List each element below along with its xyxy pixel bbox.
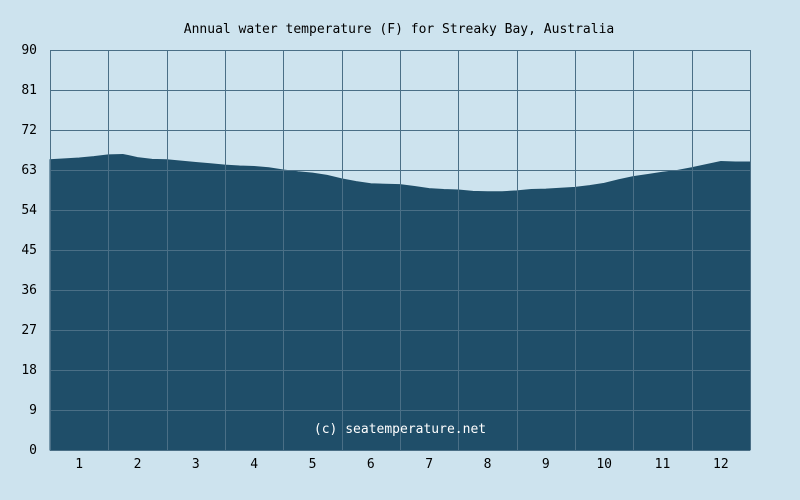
grid-layer [50, 50, 751, 451]
y-tick-label: 27 [21, 323, 37, 338]
x-tick-label: 4 [250, 457, 258, 472]
y-tick-label: 45 [21, 243, 37, 258]
x-tick-label: 12 [713, 457, 729, 472]
x-tick-label: 10 [596, 457, 612, 472]
y-tick-label: 0 [29, 443, 37, 458]
x-tick-label: 2 [134, 457, 142, 472]
x-axis: 1 2 3 4 5 6 7 8 9 10 11 12 [75, 457, 728, 472]
x-tick-label: 9 [542, 457, 550, 472]
x-tick-label: 11 [655, 457, 671, 472]
chart-credit: (c) seatemperature.net [314, 422, 486, 437]
y-tick-label: 63 [21, 163, 37, 178]
x-tick-label: 7 [425, 457, 433, 472]
y-axis: 0 9 18 27 36 45 54 63 72 81 90 [21, 43, 37, 458]
y-tick-label: 18 [21, 363, 37, 378]
chart-title: Annual water temperature (F) for Streaky… [184, 22, 614, 37]
x-tick-label: 8 [484, 457, 492, 472]
y-tick-label: 9 [29, 403, 37, 418]
y-tick-label: 36 [21, 283, 37, 298]
y-tick-label: 72 [21, 123, 37, 138]
y-tick-label: 81 [21, 83, 37, 98]
x-tick-label: 1 [75, 457, 83, 472]
x-tick-label: 6 [367, 457, 375, 472]
y-tick-label: 90 [21, 43, 37, 58]
x-tick-label: 3 [192, 457, 200, 472]
y-tick-label: 54 [21, 203, 37, 218]
x-tick-label: 5 [309, 457, 317, 472]
